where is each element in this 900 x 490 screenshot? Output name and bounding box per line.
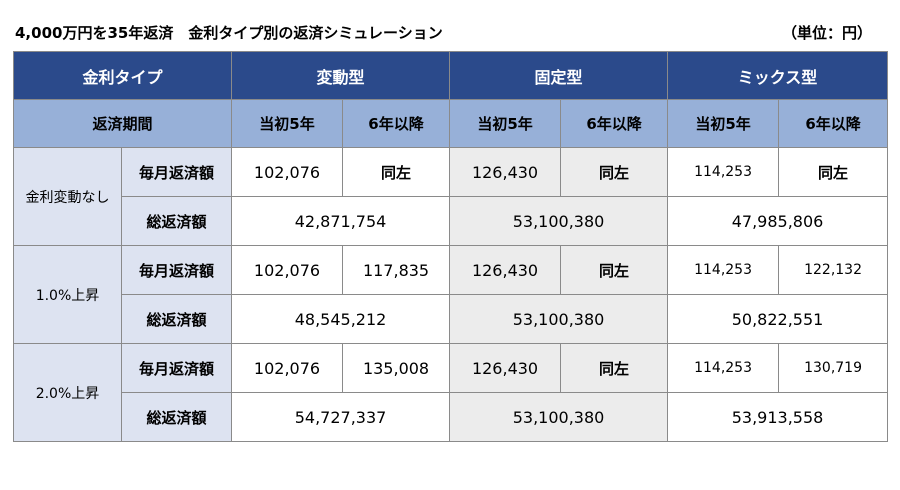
fixed-after-cell: 同左 — [560, 343, 669, 393]
variable-total-cell: 48,545,212 — [231, 294, 451, 344]
mix-initial-cell: 114,253 — [667, 343, 780, 393]
sub-fixed-after: 6年以降 — [560, 99, 669, 148]
header-mix: ミックス型 — [667, 51, 889, 100]
fixed-initial-cell: 126,430 — [449, 343, 562, 393]
table-row: 総返済額 48,545,212 53,100,380 50,822,551 — [14, 294, 889, 344]
group-label: 2.0%上昇 — [13, 343, 122, 442]
table-row: 1.0%上昇 毎月返済額 102,076 117,835 126,430 同左 … — [13, 245, 889, 344]
table-row: 総返済額 54,727,337 53,100,380 53,913,558 — [14, 392, 889, 442]
mix-initial-cell: 114,253 — [667, 245, 780, 295]
fixed-total-cell: 53,100,380 — [449, 392, 669, 442]
mix-initial-cell: 114,253 — [667, 147, 780, 197]
variable-after-cell: 同左 — [342, 147, 451, 197]
fixed-after-cell: 同左 — [560, 147, 669, 197]
header-period: 返済期間 — [12, 99, 233, 148]
sub-fixed-initial: 当初5年 — [449, 99, 562, 148]
variable-after-cell: 135,008 — [342, 343, 451, 393]
header-fixed: 固定型 — [449, 51, 669, 100]
variable-total-cell: 42,871,754 — [231, 196, 451, 246]
sub-mix-after: 6年以降 — [778, 99, 889, 148]
fixed-initial-cell: 126,430 — [449, 147, 562, 197]
variable-after-cell: 117,835 — [342, 245, 451, 295]
fixed-after-cell: 同左 — [560, 245, 669, 295]
unit-label: （単位：円） — [781, 24, 872, 42]
mix-total-cell: 47,985,806 — [667, 196, 889, 246]
table-row: 金利変動なし 毎月返済額 102,076 同左 126,430 同左 114,2… — [13, 147, 889, 246]
sub-variable-after: 6年以降 — [342, 99, 451, 148]
variable-initial-cell: 102,076 — [231, 147, 344, 197]
group-label: 金利変動なし — [13, 147, 122, 246]
monthly-label: 毎月返済額 — [120, 147, 233, 197]
mix-after-cell: 同左 — [778, 147, 889, 197]
variable-initial-cell: 102,076 — [231, 245, 344, 295]
sub-variable-initial: 当初5年 — [231, 99, 344, 148]
header-rate-type: 金利タイプ — [12, 51, 233, 100]
variable-initial-cell: 102,076 — [231, 343, 344, 393]
table-row: 総返済額 42,871,754 53,100,380 47,985,806 — [14, 196, 889, 246]
table-row: 2.0%上昇 毎月返済額 102,076 135,008 126,430 同左 … — [13, 343, 889, 442]
variable-total-cell: 54,727,337 — [231, 392, 451, 442]
mix-after-cell: 130,719 — [778, 343, 889, 393]
sub-mix-initial: 当初5年 — [667, 99, 780, 148]
fixed-total-cell: 53,100,380 — [449, 294, 669, 344]
group-label: 1.0%上昇 — [13, 245, 122, 344]
total-label: 総返済額 — [120, 196, 233, 246]
page-title: 4,000万円を35年返済 金利タイプ別の返済シミュレーション — [15, 24, 443, 42]
mix-after-cell: 122,132 — [778, 245, 889, 295]
header-row: 金利タイプ 変動型 固定型 ミックス型 — [12, 51, 889, 100]
total-label: 総返済額 — [120, 392, 233, 442]
mix-total-cell: 50,822,551 — [667, 294, 889, 344]
simulation-table: 金利タイプ 変動型 固定型 ミックス型 返済期間 当初5年 6年以降 当初5年 … — [12, 51, 889, 442]
header-variable: 変動型 — [231, 51, 451, 100]
monthly-label: 毎月返済額 — [120, 343, 233, 393]
total-label: 総返済額 — [120, 294, 233, 344]
mix-total-cell: 53,913,558 — [667, 392, 889, 442]
subheader-row: 返済期間 当初5年 6年以降 当初5年 6年以降 当初5年 6年以降 — [12, 99, 889, 148]
fixed-initial-cell: 126,430 — [449, 245, 562, 295]
monthly-label: 毎月返済額 — [120, 245, 233, 295]
fixed-total-cell: 53,100,380 — [449, 196, 669, 246]
